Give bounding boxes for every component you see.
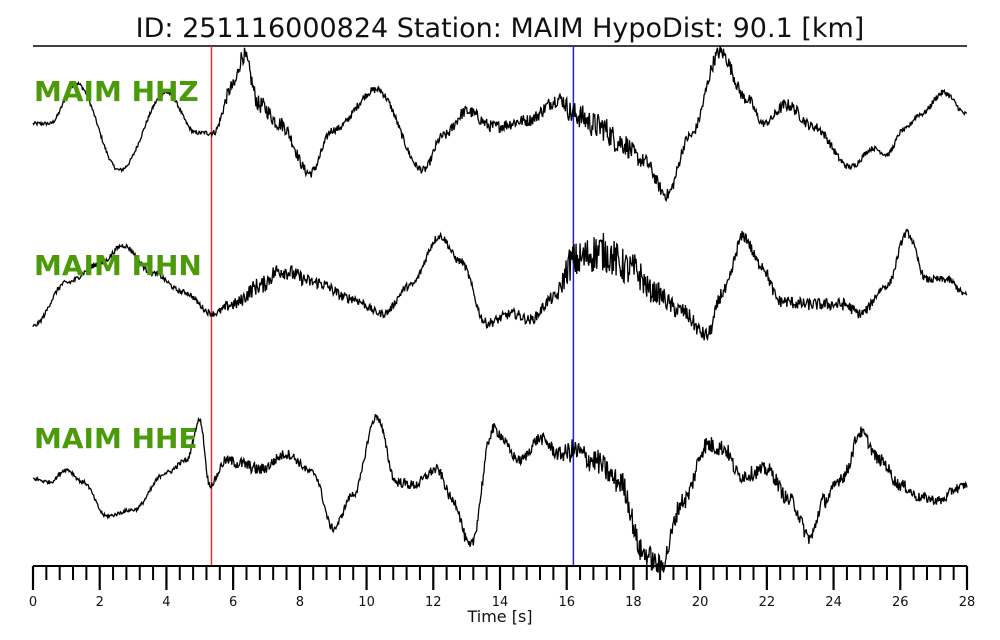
trace-label-maim-hhn: MAIM HHN (34, 249, 202, 282)
tick-label: 14 (492, 595, 509, 610)
tick-label: 16 (558, 595, 575, 610)
trace-maim-hhz (32, 46, 968, 203)
tick-label: 24 (825, 595, 842, 610)
tick-label: 2 (96, 595, 104, 610)
x-axis-label: Time [s] (466, 607, 532, 626)
tick-label: 8 (296, 595, 304, 610)
tick-label: 10 (358, 595, 375, 610)
tick-label: 4 (162, 595, 170, 610)
tick-label: 20 (692, 595, 709, 610)
chart-title: ID: 251116000824 Station: MAIM HypoDist:… (136, 13, 865, 44)
trace-maim-hhe (32, 414, 968, 573)
x-axis-ticks (31, 566, 969, 590)
tick-label: 18 (625, 595, 642, 610)
trace-label-maim-hhz: MAIM HHZ (34, 75, 199, 108)
tick-label: 22 (759, 595, 776, 610)
tick-label: 12 (425, 595, 442, 610)
trace-label-maim-hhe: MAIM HHE (34, 422, 198, 455)
trace-maim-hhn (32, 228, 968, 342)
x-axis-tick-labels: 0 2 4 6 8 10 12 14 16 18 20 22 24 26 28 (29, 595, 975, 610)
tick-label: 0 (29, 595, 37, 610)
trace-label-group: MAIM HHZ MAIM HHN MAIM HHE (34, 75, 202, 455)
tick-label: 26 (892, 595, 909, 610)
tick-label: 28 (959, 595, 976, 610)
tick-label: 6 (229, 595, 237, 610)
trace-group (32, 46, 968, 573)
